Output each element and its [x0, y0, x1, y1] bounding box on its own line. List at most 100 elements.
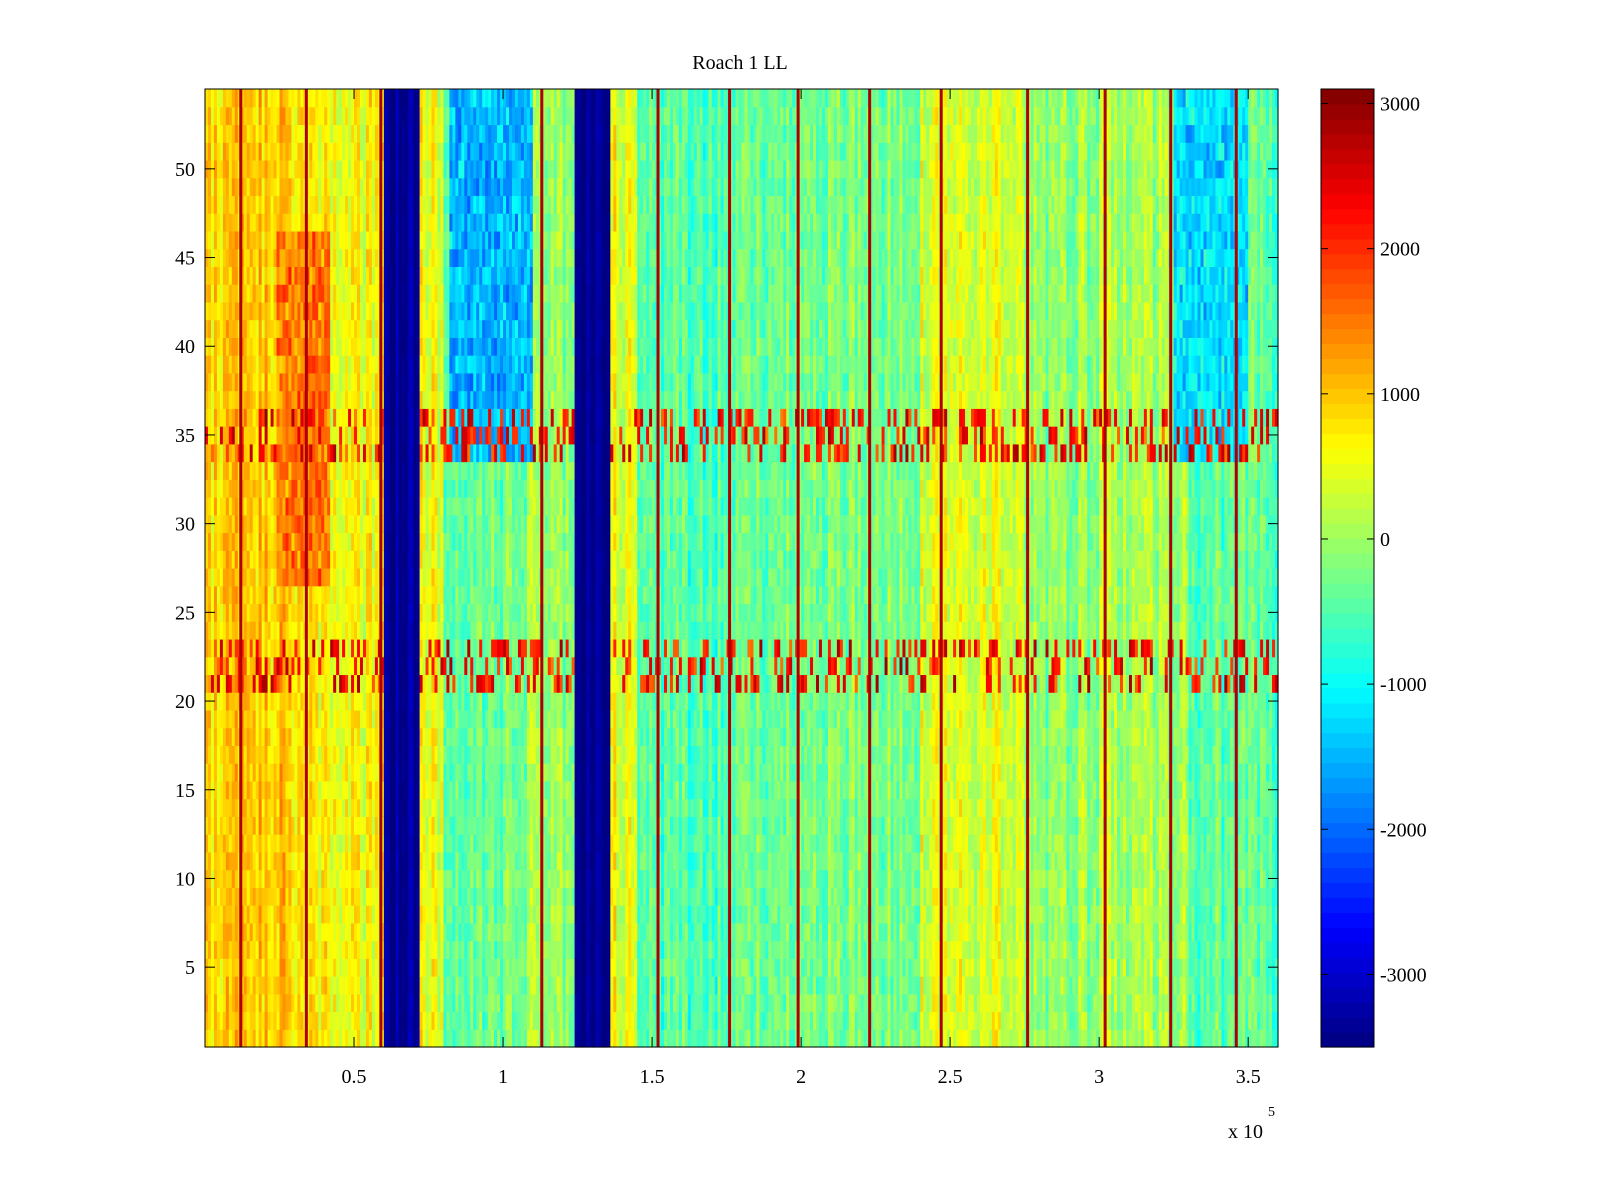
heatmap-cell — [249, 958, 254, 977]
heatmap-cell — [258, 851, 263, 871]
heatmap-cell — [264, 89, 269, 108]
heatmap-cell — [216, 319, 221, 338]
heatmap-cell — [240, 745, 245, 764]
heatmap-cell — [279, 834, 284, 853]
heatmap-cell — [273, 230, 278, 250]
heatmap-cell — [249, 922, 254, 942]
heatmap-cell — [231, 780, 236, 800]
heatmap-cell — [240, 284, 245, 303]
heatmap-cell — [222, 337, 227, 356]
heatmap-cell — [219, 372, 224, 392]
heatmap-cell — [246, 603, 251, 622]
heatmap-cell — [249, 337, 254, 356]
heatmap-cell — [228, 745, 233, 764]
heatmap-cell — [294, 479, 298, 498]
heatmap-cell — [246, 355, 251, 374]
heatmap-cell — [273, 763, 278, 782]
heatmap-cell — [270, 319, 275, 338]
heatmap-cell — [210, 585, 215, 605]
heatmap-cell — [225, 834, 230, 853]
heatmap-cell — [276, 514, 281, 534]
heatmap-cell — [240, 106, 245, 126]
heatmap-cell — [270, 940, 275, 959]
heatmap-cell — [243, 124, 248, 143]
heatmap-cell — [255, 532, 260, 551]
heatmap-cell — [267, 124, 272, 143]
heatmap-cell — [216, 195, 221, 214]
heatmap-cell — [288, 550, 293, 569]
heatmap-cell — [267, 248, 272, 268]
heatmap-cell — [285, 940, 290, 959]
heatmap-cell — [267, 514, 272, 534]
heatmap-cell — [252, 869, 257, 888]
heatmap-cell — [279, 284, 284, 303]
heatmap-cell — [225, 851, 230, 871]
heatmap-cell — [249, 674, 254, 693]
heatmap-cell — [240, 213, 245, 232]
heatmap-cell — [207, 656, 212, 676]
heatmap-cell — [240, 443, 245, 463]
heatmap-cell — [231, 337, 236, 356]
heatmap-cell — [273, 372, 278, 392]
heatmap-cell — [216, 674, 221, 693]
heatmap-cell — [279, 337, 284, 356]
heatmap-cell — [243, 798, 248, 817]
heatmap-cell — [249, 195, 254, 214]
heatmap-cell — [276, 851, 281, 871]
heatmap-cell — [273, 124, 278, 143]
heatmap-cell — [234, 408, 239, 427]
heatmap-cell — [261, 638, 266, 658]
heatmap-cell — [249, 142, 254, 161]
heatmap-cell — [243, 568, 248, 587]
heatmap-cell — [234, 443, 239, 463]
heatmap-cell — [276, 497, 281, 516]
heatmap-cell — [243, 976, 248, 995]
heatmap-cell — [213, 390, 218, 409]
heatmap-cell — [261, 621, 266, 640]
heatmap-cell — [288, 727, 293, 747]
heatmap-cell — [294, 301, 298, 321]
heatmap-cell — [252, 266, 257, 285]
heatmap-cell — [279, 727, 284, 747]
heatmap-cell — [279, 568, 284, 587]
heatmap-cell — [210, 497, 215, 516]
heatmap-cell — [282, 461, 287, 480]
heatmap-cell — [219, 479, 224, 498]
heatmap-cell — [240, 585, 245, 605]
heatmap-cell — [216, 550, 221, 569]
heatmap-cell — [282, 337, 287, 356]
heatmap-cell — [240, 390, 245, 409]
heatmap-cell — [207, 745, 212, 764]
heatmap-cell — [252, 532, 257, 551]
heatmap-cell — [234, 603, 239, 622]
heatmap-cell — [240, 887, 245, 906]
heatmap-cell — [213, 958, 218, 977]
heatmap-cell — [240, 656, 245, 676]
heatmap-cell — [258, 372, 263, 392]
heatmap-cell — [294, 905, 298, 924]
heatmap-cell — [225, 993, 230, 1013]
heatmap-cell — [285, 230, 290, 250]
heatmap-cell — [222, 940, 227, 959]
heatmap-cell — [261, 798, 266, 817]
heatmap-cell — [243, 372, 248, 392]
heatmap-cell — [279, 745, 284, 764]
heatmap-cell — [264, 621, 269, 640]
heatmap-cell — [291, 390, 296, 409]
heatmap-cell — [219, 497, 224, 516]
heatmap-cell — [252, 443, 257, 463]
heatmap-cell — [216, 585, 221, 605]
heatmap-cell — [216, 869, 221, 888]
heatmap-cell — [285, 780, 290, 800]
heatmap-cell — [207, 709, 212, 729]
heatmap-cell — [261, 159, 266, 179]
heatmap-cell — [225, 638, 230, 658]
heatmap-cell — [273, 514, 278, 534]
heatmap-cell — [294, 89, 298, 108]
heatmap-cell — [231, 816, 236, 835]
heatmap-cell — [219, 638, 224, 658]
heatmap-cell — [270, 1011, 275, 1030]
heatmap-cell — [270, 1029, 275, 1048]
heatmap-cell — [264, 355, 269, 374]
heatmap-cell — [264, 390, 269, 409]
